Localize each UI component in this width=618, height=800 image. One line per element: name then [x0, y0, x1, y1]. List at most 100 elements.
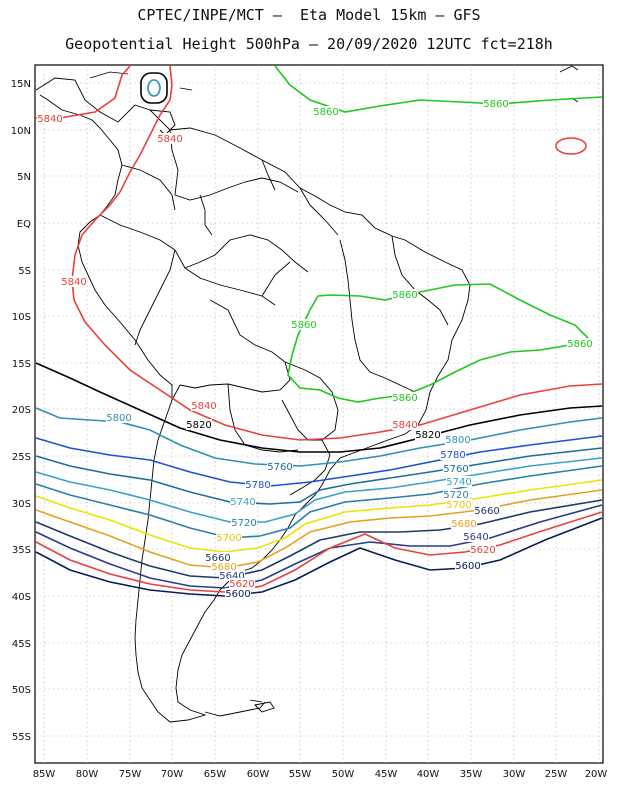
contour-label-5860: 5860 [313, 106, 339, 118]
contour-label-5800: 5800 [106, 412, 132, 424]
latitude-labels: 15N 10N 5N EQ 5S 10S 15S 20S 25S 30S 35S… [11, 79, 31, 743]
contour-5780 [35, 435, 603, 487]
svg-text:5780: 5780 [440, 450, 465, 461]
contour-label-5860: 5860 [392, 392, 418, 404]
svg-text:5840: 5840 [61, 277, 86, 288]
contour-label-5860: 5860 [291, 319, 317, 331]
graticule [35, 65, 603, 763]
contour-label-5680: 5680 [451, 518, 477, 530]
lat-label: 15S [12, 359, 31, 370]
contour-label-5660: 5660 [474, 505, 500, 517]
svg-text:5760: 5760 [443, 464, 468, 475]
svg-text:5620: 5620 [470, 545, 495, 556]
lon-label: 35W [460, 769, 483, 780]
lon-label: 45W [375, 769, 398, 780]
south-america-coastline [35, 77, 471, 723]
lat-label: 40S [12, 592, 31, 603]
lon-label: 40W [417, 769, 440, 780]
svg-text:5600: 5600 [455, 561, 480, 572]
lon-label: 25W [545, 769, 568, 780]
contour-label-5780: 5780 [440, 449, 466, 461]
contour-label-5720: 5720 [231, 517, 257, 529]
svg-text:5860: 5860 [483, 99, 508, 110]
contour-closed-low-inner [147, 79, 161, 97]
contour-5840-closed [555, 137, 587, 155]
lat-label: 55S [12, 732, 31, 743]
contour-5720 [35, 465, 603, 539]
svg-text:5800: 5800 [445, 435, 470, 446]
lat-label: 20S [12, 405, 31, 416]
lat-label: 45S [12, 639, 31, 650]
contour-closed-low-outer [140, 72, 168, 104]
contour-label-5740: 5740 [230, 496, 256, 508]
contour-label-5840: 5840 [37, 113, 63, 125]
svg-text:5840: 5840 [157, 134, 182, 145]
svg-text:5640: 5640 [463, 532, 488, 543]
lat-label: 50S [12, 685, 31, 696]
contour-5860-north [274, 65, 603, 113]
svg-text:5860: 5860 [291, 320, 316, 331]
lon-label: 20W [585, 769, 608, 780]
svg-text:5860: 5860 [313, 107, 338, 118]
svg-text:5860: 5860 [392, 393, 417, 404]
svg-text:5740: 5740 [446, 477, 471, 488]
lon-label: 75W [119, 769, 142, 780]
svg-text:5780: 5780 [245, 480, 270, 491]
svg-text:5680: 5680 [211, 562, 236, 573]
contour-label-5640: 5640 [463, 531, 489, 543]
svg-text:5720: 5720 [443, 490, 468, 501]
longitude-labels: 85W 80W 75W 70W 65W 60W 55W 50W 45W 40W … [33, 769, 608, 780]
contour-label-5760: 5760 [267, 461, 293, 473]
lat-label: 30S [12, 499, 31, 510]
svg-text:5760: 5760 [267, 462, 292, 473]
contour-label-5600: 5600 [455, 560, 481, 572]
lon-label: 70W [161, 769, 184, 780]
map-title-line-2: Geopotential Height 500hPa – 20/09/2020 … [65, 35, 553, 53]
contour-5600 [35, 517, 603, 597]
contour-label-5820: 5820 [186, 419, 212, 431]
contour-label-5720: 5720 [443, 489, 469, 501]
contour-label-5740: 5740 [446, 476, 472, 488]
lon-label: 55W [289, 769, 312, 780]
svg-text:5800: 5800 [106, 413, 131, 424]
contour-5820 [35, 362, 603, 453]
contour-label-5860: 5860 [483, 98, 509, 110]
lat-label: EQ [17, 219, 31, 230]
lat-label: 15N [11, 79, 31, 90]
lon-label: 30W [503, 769, 526, 780]
contour-label-5700: 5700 [446, 499, 472, 511]
lat-label: 5N [17, 172, 31, 183]
svg-text:5620: 5620 [229, 579, 254, 590]
contour-label-5840: 5840 [157, 133, 183, 145]
contour-label-5820: 5820 [415, 429, 441, 441]
contour-label-5620: 5620 [470, 544, 496, 556]
svg-text:5860: 5860 [567, 339, 592, 350]
lat-label: 10S [12, 312, 31, 323]
contour-label-5700: 5700 [216, 532, 242, 544]
svg-text:5700: 5700 [216, 533, 241, 544]
lon-label: 80W [76, 769, 99, 780]
svg-text:5700: 5700 [446, 500, 471, 511]
svg-text:5660: 5660 [474, 506, 499, 517]
svg-text:5660: 5660 [205, 553, 230, 564]
contour-5860 [287, 283, 590, 403]
lon-label: 60W [247, 769, 270, 780]
svg-text:5840: 5840 [191, 401, 216, 412]
contour-label-5600: 5600 [225, 588, 251, 600]
lon-label: 50W [332, 769, 355, 780]
contour-label-5840: 5840 [191, 400, 217, 412]
contour-label-5840: 5840 [61, 276, 87, 288]
contour-5680 [35, 489, 603, 569]
contour-label-5860: 5860 [392, 289, 418, 301]
svg-text:5840: 5840 [37, 114, 62, 125]
svg-text:5840: 5840 [392, 420, 417, 431]
lat-label: 25S [12, 452, 31, 463]
lat-label: 5S [18, 266, 31, 277]
contour-label-5640: 5640 [219, 570, 245, 582]
contour-labels: 5840 5840 5840 5840 5840 5860 5860 5860 … [37, 98, 593, 600]
contour-label-5660: 5660 [205, 552, 231, 564]
svg-text:5820: 5820 [186, 420, 211, 431]
svg-text:5680: 5680 [451, 519, 476, 530]
contour-label-5840: 5840 [392, 419, 418, 431]
